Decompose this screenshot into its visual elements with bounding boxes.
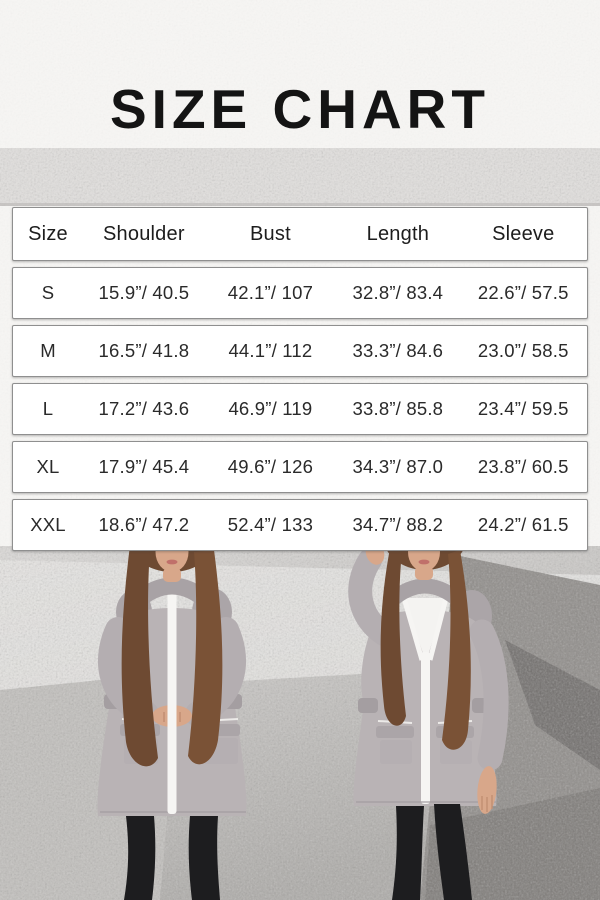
- hair: [380, 548, 406, 726]
- table-cell: XL: [36, 456, 60, 477]
- size-table: Size Shoulder Bust Length Sleeve S 15.9”…: [12, 207, 588, 551]
- leggings: [434, 804, 472, 900]
- leggings: [392, 806, 424, 900]
- size-row-xl: XL 17.9”/ 45.4 49.6”/ 126 34.3”/ 87.0 23…: [12, 441, 588, 493]
- size-row-xxl: XXL 18.6”/ 47.2 52.4”/ 133 34.7”/ 88.2 2…: [12, 499, 588, 551]
- size-row-s: S 15.9”/ 40.5 42.1”/ 107 32.8”/ 83.4 22.…: [12, 267, 588, 319]
- table-cell: 34.7”/ 88.2: [352, 514, 444, 535]
- lips: [166, 559, 178, 565]
- table-cell: 44.1”/ 112: [228, 340, 313, 361]
- header-cell-sleeve: Sleeve: [492, 222, 555, 245]
- hair: [121, 545, 158, 767]
- table-cell: S: [41, 282, 55, 303]
- leggings: [188, 816, 220, 900]
- size-row-l: L 17.2”/ 43.6 46.9”/ 119 33.8”/ 85.8 23.…: [12, 383, 588, 435]
- jacket-zipper: [167, 582, 177, 814]
- table-cell: 22.6”/ 57.5: [477, 282, 569, 303]
- table-cell: 46.9”/ 119: [228, 398, 313, 419]
- hair: [188, 550, 223, 765]
- table-cell: 17.2”/ 43.6: [98, 398, 190, 419]
- jacket-zipper: [421, 652, 430, 804]
- table-cell: 32.8”/ 83.4: [352, 282, 444, 303]
- header-cell-bust: Bust: [250, 222, 291, 245]
- table-cell: XXL: [30, 514, 66, 535]
- table-cell: L: [42, 398, 54, 419]
- table-cell: 16.5”/ 41.8: [98, 340, 190, 361]
- header-cell-shoulder: Shoulder: [103, 222, 185, 245]
- table-cell: 42.1”/ 107: [227, 282, 314, 303]
- table-cell: 18.6”/ 47.2: [98, 514, 190, 535]
- table-cell: 49.6”/ 126: [227, 456, 314, 477]
- size-row-m: M 16.5”/ 41.8 44.1”/ 112 33.3”/ 84.6 23.…: [12, 325, 588, 377]
- table-cell: 23.8”/ 60.5: [477, 456, 569, 477]
- table-cell: 15.9”/ 40.5: [98, 282, 190, 303]
- size-chart-title: SIZE CHART: [110, 78, 490, 140]
- table-cell: 34.3”/ 87.0: [352, 456, 444, 477]
- jacket-pocket: [376, 726, 414, 738]
- table-cell: 23.0”/ 58.5: [477, 340, 569, 361]
- leggings: [124, 816, 156, 900]
- lips: [418, 559, 430, 565]
- table-cell: 23.4”/ 59.5: [477, 398, 569, 419]
- canyon-rim-band: [0, 148, 600, 206]
- table-cell: 33.8”/ 85.8: [352, 398, 444, 419]
- header-cell-length: Length: [366, 222, 430, 245]
- size-table-header-row: Size Shoulder Bust Length Sleeve: [12, 207, 588, 261]
- white-tee: [404, 598, 446, 662]
- header-cell-size: Size: [28, 222, 68, 245]
- table-cell: 24.2”/ 61.5: [477, 514, 569, 535]
- table-cell: 17.9”/ 45.4: [98, 456, 190, 477]
- canyon-lower-area: [0, 546, 600, 900]
- hair: [442, 550, 471, 750]
- table-cell: 52.4”/ 133: [227, 514, 314, 535]
- table-cell: 33.3”/ 84.6: [352, 340, 444, 361]
- table-cell: M: [40, 340, 56, 361]
